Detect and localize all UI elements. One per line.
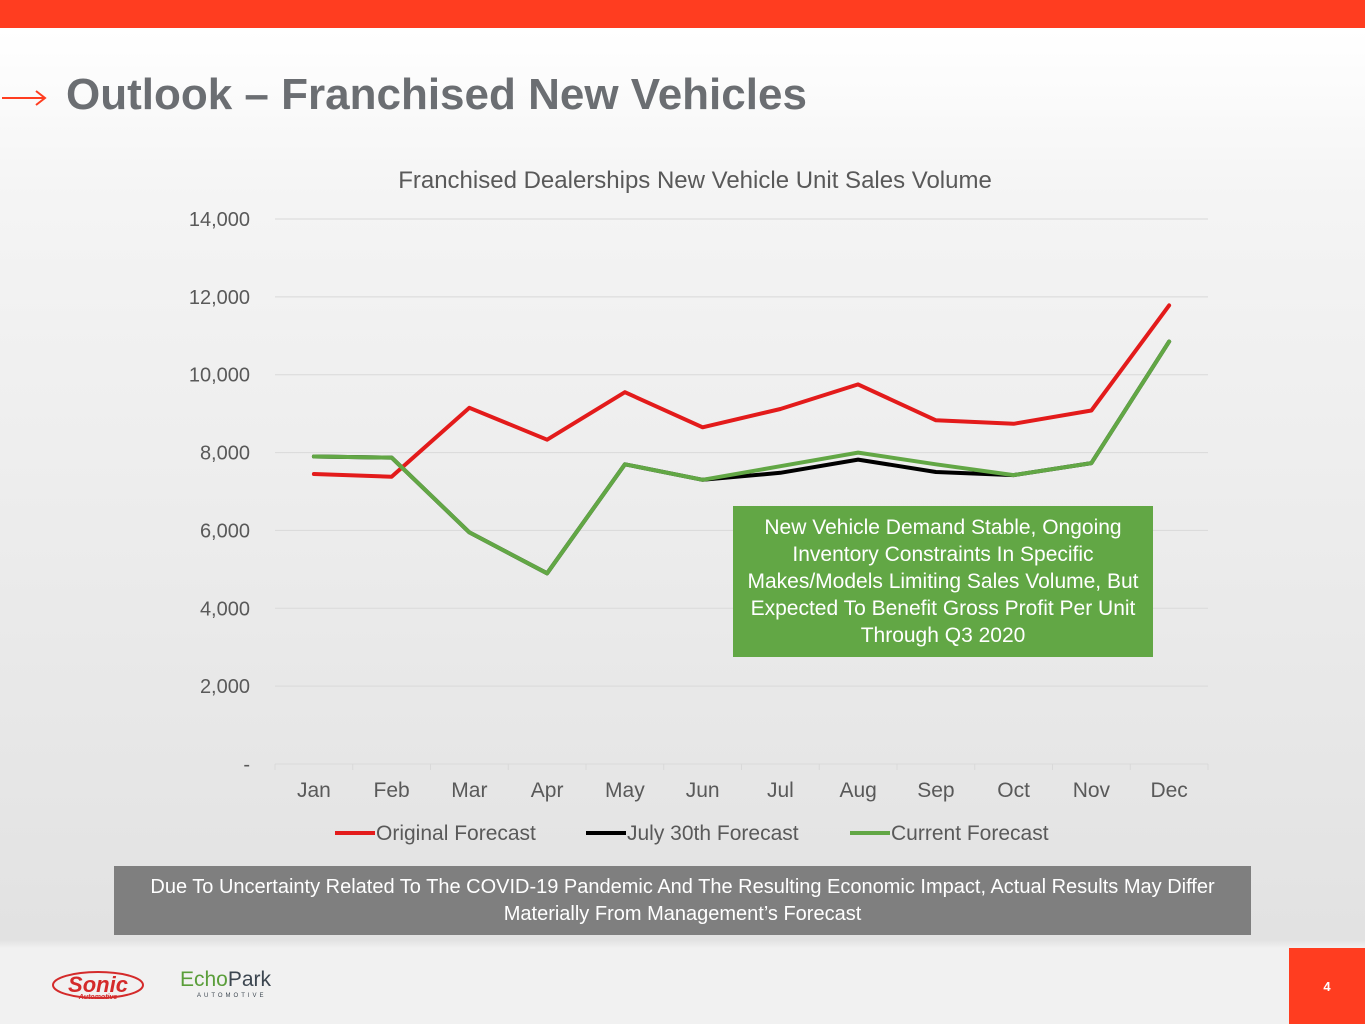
x-tick-label: Feb — [374, 779, 410, 802]
sonic-logo-mark: Sonic Automotive — [52, 971, 144, 1001]
y-tick-label: 14,000 — [189, 209, 250, 231]
legend-label: Current Forecast — [891, 822, 1049, 845]
x-tick-label: Jan — [297, 779, 331, 802]
x-tick-label: Mar — [451, 779, 487, 802]
series-line-current-forecast — [311, 339, 1172, 576]
x-tick-label: Aug — [839, 779, 876, 802]
x-tick-label: Sep — [917, 779, 954, 802]
y-tick-label: 12,000 — [189, 287, 250, 309]
disclaimer-banner: Due To Uncertainty Related To The COVID-… — [114, 866, 1251, 935]
sonic-automotive-logo: Sonic Automotive — [50, 968, 146, 1004]
echopark-logo-park: Park — [227, 968, 272, 991]
chart-title: Franchised Dealerships New Vehicle Unit … — [398, 167, 992, 194]
callout-text: New Vehicle Demand Stable, Ongoing Inven… — [747, 516, 1139, 647]
echopark-logo: EchoPark AUTOMOTIVE — [180, 968, 280, 1002]
x-tick-label: Jun — [686, 779, 720, 802]
callout-box: New Vehicle Demand Stable, Ongoing Inven… — [733, 506, 1153, 657]
x-tick-label: Jul — [767, 779, 794, 802]
top-accent-bar — [0, 0, 1365, 28]
legend-label: July 30th Forecast — [627, 822, 799, 845]
page-title: Outlook – Franchised New Vehicles — [66, 70, 807, 119]
x-tick-label: Oct — [997, 779, 1030, 802]
echopark-logo-word: EchoPark — [180, 968, 271, 992]
x-tick-label: May — [605, 779, 645, 802]
y-tick-label: 8,000 — [200, 443, 250, 465]
sonic-logo-sub: Automotive — [78, 994, 118, 1001]
arrow-right-icon — [2, 90, 47, 106]
y-tick-label: 6,000 — [200, 520, 250, 542]
series-line-original-forecast — [311, 303, 1172, 479]
sonic-logo-word: Sonic — [68, 972, 128, 997]
footer — [0, 948, 1365, 1024]
x-tick-label: Nov — [1073, 779, 1111, 802]
y-tick-label: 4,000 — [200, 598, 250, 620]
echopark-logo-sub: AUTOMOTIVE — [197, 993, 267, 999]
line-chart: Franchised Dealerships New Vehicle Unit … — [189, 167, 1209, 845]
echopark-logo-echo: Echo — [180, 968, 228, 991]
y-tick-label: 2,000 — [200, 676, 250, 698]
legend-label: Original Forecast — [376, 822, 536, 845]
y-tick-label: - — [243, 754, 250, 776]
x-tick-label: Apr — [531, 779, 564, 802]
disclaimer-text: Due To Uncertainty Related To The COVID-… — [150, 875, 1215, 925]
y-tick-label: 10,000 — [189, 365, 250, 387]
page-number: 4 — [1323, 978, 1331, 994]
page-number-box: 4 — [1289, 948, 1365, 1024]
x-tick-label: Dec — [1150, 779, 1187, 802]
